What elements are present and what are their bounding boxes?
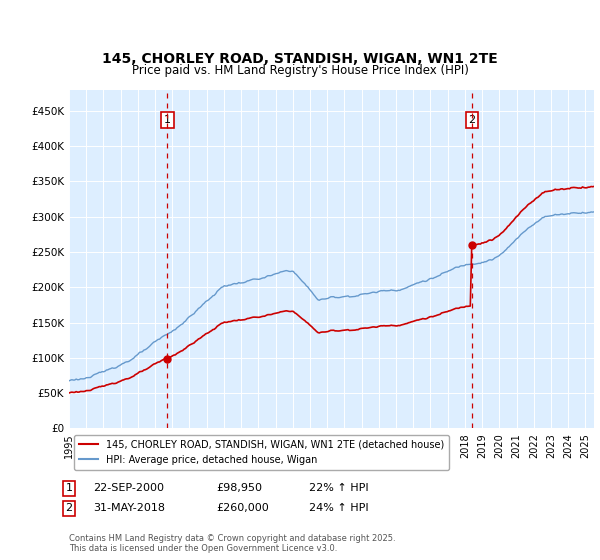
Text: 31-MAY-2018: 31-MAY-2018 <box>93 503 165 514</box>
Text: 2: 2 <box>65 503 73 514</box>
Text: Contains HM Land Registry data © Crown copyright and database right 2025.
This d: Contains HM Land Registry data © Crown c… <box>69 534 395 553</box>
Text: 24% ↑ HPI: 24% ↑ HPI <box>309 503 368 514</box>
Text: 2: 2 <box>469 115 476 125</box>
Text: £260,000: £260,000 <box>216 503 269 514</box>
Text: Price paid vs. HM Land Registry's House Price Index (HPI): Price paid vs. HM Land Registry's House … <box>131 64 469 77</box>
Text: 1: 1 <box>65 483 73 493</box>
Text: 22-SEP-2000: 22-SEP-2000 <box>93 483 164 493</box>
Legend: 145, CHORLEY ROAD, STANDISH, WIGAN, WN1 2TE (detached house), HPI: Average price: 145, CHORLEY ROAD, STANDISH, WIGAN, WN1 … <box>74 435 449 469</box>
Text: 1: 1 <box>164 115 171 125</box>
Text: 22% ↑ HPI: 22% ↑ HPI <box>309 483 368 493</box>
Text: £98,950: £98,950 <box>216 483 262 493</box>
Text: 145, CHORLEY ROAD, STANDISH, WIGAN, WN1 2TE: 145, CHORLEY ROAD, STANDISH, WIGAN, WN1 … <box>102 52 498 66</box>
